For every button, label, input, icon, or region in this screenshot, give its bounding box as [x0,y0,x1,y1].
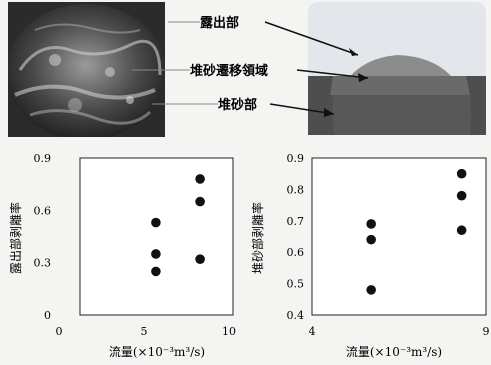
chart-2-point [456,190,467,201]
chart-exposed: 0 0.3 0.6 0.9 0 5 10 流量(×10⁻³m³/s) 露出部剥離率 [8,152,236,359]
arrow-exposed [264,21,359,56]
chart-1-xtick: 5 [141,325,148,338]
arrow-deposit-head [324,108,334,117]
callout-exposed: 露出部 [200,15,239,31]
chart-1-ytick: 0.3 [34,257,52,270]
chart-1-ylabel: 露出部剥離率 [8,202,23,274]
chart-2-ytick: 0.7 [287,215,305,228]
chart-1-points [151,174,205,277]
chart-1-ytick: 0 [44,309,51,322]
specimen-photo [8,2,165,137]
chart-1-ticks: 0 0.3 0.6 0.9 0 5 10 [34,152,237,338]
chart-2-xtick: 9 [483,325,490,338]
chart-2-point [456,225,467,236]
callouts: 露出部 堆砂遷移領域 堆砂部 [132,15,369,117]
chart-1-point [151,266,161,277]
chart-2-point [456,168,467,179]
chart-2-ytick: 0.4 [287,309,305,322]
chart-deposit: 0.4 0.5 0.6 0.7 0.8 0.9 4 9 流量(×10⁻³m³/s) 堆砂部剥離… [250,152,490,359]
chart-1-ytick: 0.6 [34,204,52,217]
chart-1-xlabel: 流量(×10⁻³m³/s) [109,345,205,359]
chart-2-ytick: 0.5 [287,278,305,291]
chart-1-xtick: 0 [56,325,63,338]
arrow-transition [296,69,369,79]
chart-1-point [195,174,205,184]
arrow-deposit [269,103,335,115]
chart-2-plot-area [311,157,487,316]
callout-deposit: 堆砂部 [218,97,257,113]
chart-1-point [151,249,161,259]
chart-2-point [366,219,376,229]
arrow-exposed-head [349,48,358,56]
chart-2-xtick: 4 [309,325,316,338]
chart-2-ytick: 0.6 [287,246,305,259]
schematic-transition-band [330,76,470,95]
arrow-transition-head [358,73,368,82]
schematic-diagram [308,2,486,135]
chart-2-point [366,234,376,245]
chart-2-point [366,285,376,295]
chart-2-ytick: 0.9 [287,152,305,165]
chart-2-ticks: 0.4 0.5 0.6 0.7 0.8 0.9 4 9 [287,152,490,338]
chart-2-points [366,168,467,295]
chart-1-point [195,254,205,264]
chart-2-ylabel: 堆砂部剥離率 [250,202,265,274]
chart-1-point [195,196,205,207]
chart-1-xtick: 10 [222,325,236,338]
callout-transition: 堆砂遷移領域 [190,63,268,79]
chart-1-point [151,217,161,228]
chart-1-plot-area [79,157,234,316]
chart-2-xlabel: 流量(×10⁻³m³/s) [346,345,442,359]
chart-1-ytick: 0.9 [34,152,52,165]
chart-2-ytick: 0.8 [287,183,305,196]
